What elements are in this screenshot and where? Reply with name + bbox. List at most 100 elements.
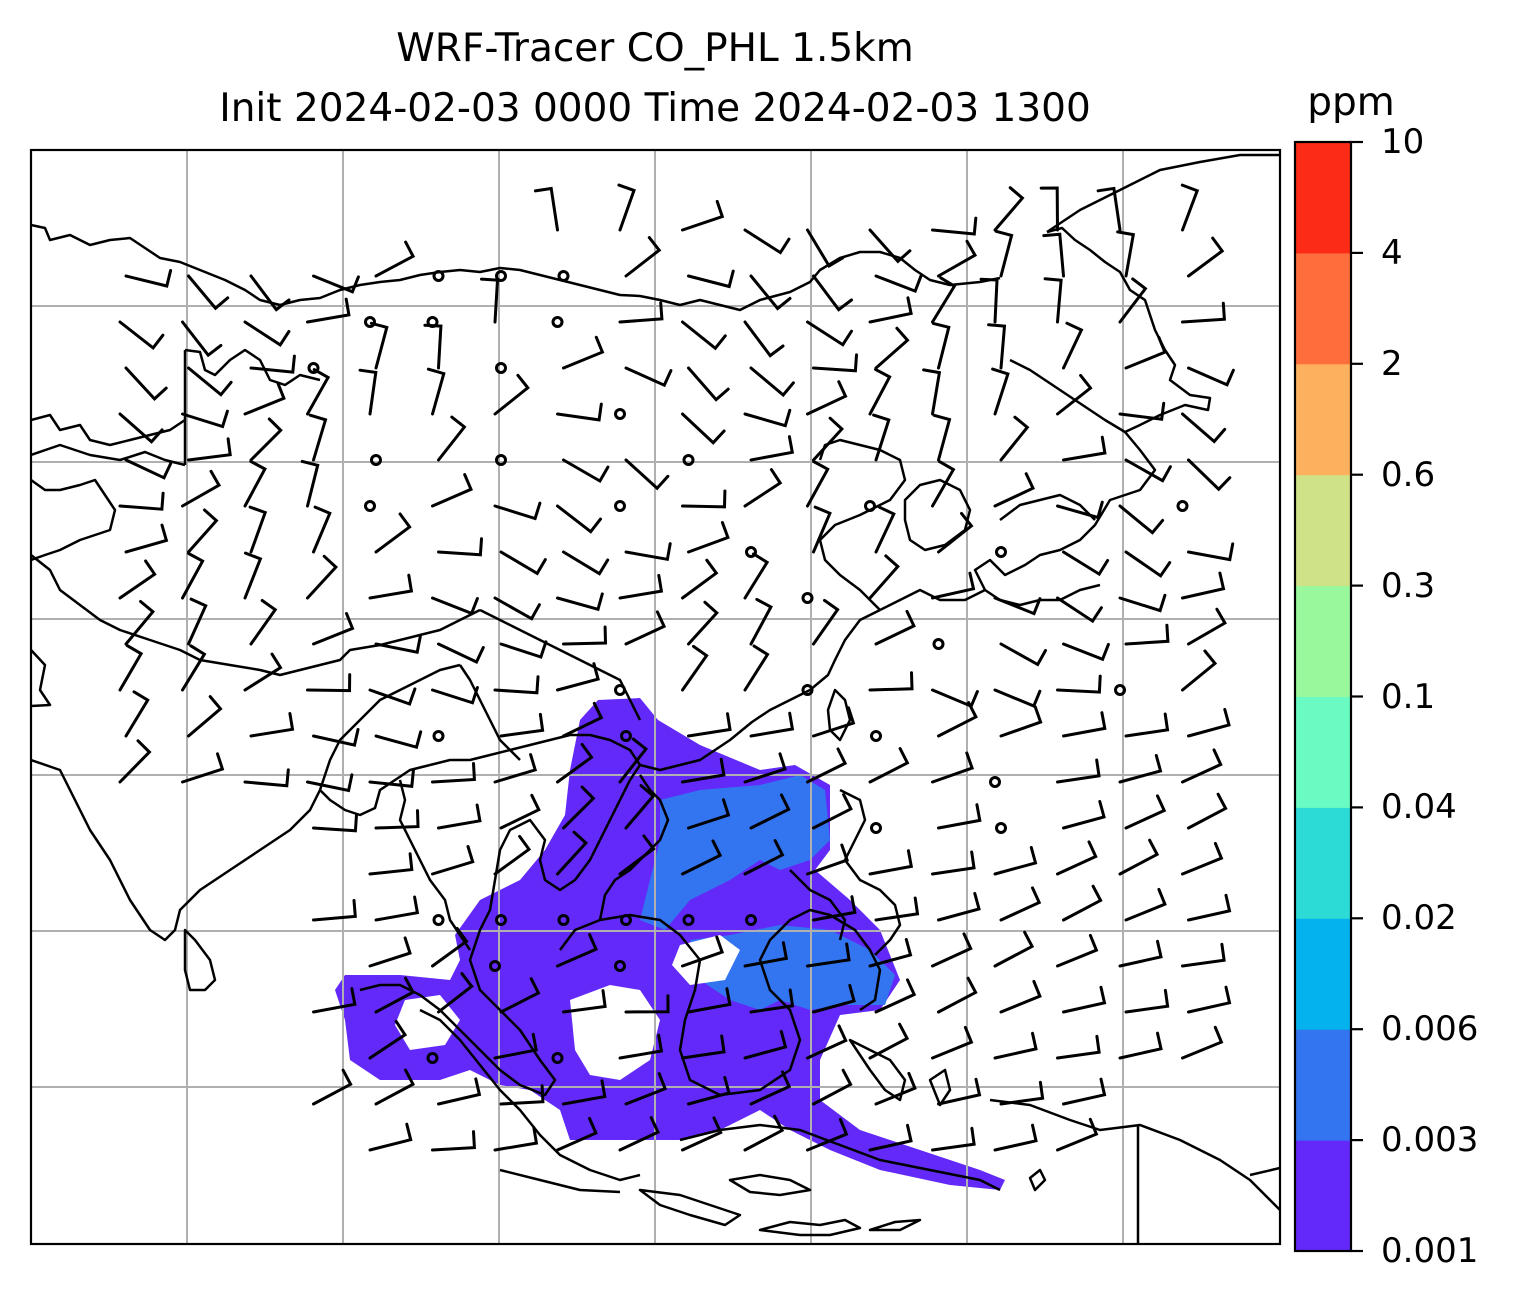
wind-barb — [312, 728, 360, 747]
wind-barb — [999, 886, 1042, 922]
wind-barb — [868, 1022, 910, 1060]
wind-barb — [243, 320, 291, 347]
wind-barb — [312, 505, 332, 554]
wind-barb — [431, 926, 469, 968]
wind-barb — [868, 554, 900, 600]
wind-barb — [993, 688, 1042, 708]
wind-barb — [1062, 642, 1110, 662]
wind-barb — [124, 690, 150, 738]
wind-barb — [437, 642, 485, 665]
wind-barb — [374, 240, 416, 278]
wind-barb — [1056, 758, 1101, 784]
wind-barb — [1124, 794, 1167, 830]
wind-barb — [618, 1116, 660, 1152]
wind-barb — [806, 320, 853, 347]
wind-barb — [1181, 571, 1226, 600]
wind-barb — [681, 412, 726, 445]
wind-barb — [368, 573, 414, 600]
wind-barb — [1056, 933, 1099, 968]
wind-barb — [931, 321, 951, 370]
wind-barb — [618, 737, 649, 784]
wind-barb — [1056, 373, 1093, 416]
wind-barb — [499, 550, 547, 576]
colorbar-segment — [1295, 474, 1351, 587]
wind-barb — [249, 417, 283, 462]
wind-barb — [868, 938, 913, 968]
wind-barb — [431, 762, 476, 784]
wind-barb — [243, 768, 290, 788]
wind-barb — [1124, 988, 1170, 1014]
wind-barb — [118, 491, 165, 511]
calm-wind-marker — [682, 914, 695, 926]
wind-barb — [249, 354, 296, 374]
wind-barb — [1118, 504, 1165, 535]
wind-barb — [931, 216, 978, 236]
wind-barb — [749, 274, 792, 311]
wind-barb — [493, 596, 541, 621]
wind-barb — [312, 612, 355, 646]
wind-barb — [1181, 412, 1227, 444]
calm-wind-marker — [426, 1052, 439, 1064]
wind-barb — [562, 1079, 607, 1106]
wind-barb — [931, 276, 957, 324]
wind-barb — [312, 899, 357, 922]
wind-barb — [624, 366, 673, 388]
calm-wind-marker — [801, 684, 814, 696]
wind-barb — [181, 469, 222, 508]
wind-barb — [249, 599, 278, 646]
wind-barb — [243, 459, 267, 508]
wind-barb — [931, 1126, 976, 1152]
wind-barb — [1056, 596, 1103, 624]
wind-barb — [749, 1070, 792, 1106]
colorbar-segment — [1295, 1029, 1351, 1141]
wind-barb — [1187, 542, 1235, 562]
wind-barb — [812, 895, 857, 922]
wind-barb — [308, 413, 328, 462]
wind-barb — [431, 845, 475, 876]
wind-barb — [556, 742, 594, 784]
wind-barb — [431, 686, 479, 705]
wind-barb — [872, 413, 891, 462]
wind-barb — [687, 798, 731, 830]
wind-barb — [374, 895, 420, 922]
wind-barb — [749, 793, 791, 830]
wind-barb — [426, 367, 446, 416]
wind-barb — [312, 987, 357, 1014]
wind-barb — [181, 409, 229, 429]
wind-barb — [499, 977, 541, 1014]
wind-barb — [868, 849, 914, 876]
wind-barb — [874, 505, 896, 554]
wind-barb — [431, 596, 479, 616]
wind-barb — [874, 896, 920, 922]
wind-barb — [999, 415, 1030, 462]
calm-wind-marker — [495, 362, 507, 374]
wind-barb — [431, 473, 473, 508]
wind-barb — [681, 757, 726, 784]
wind-barb — [1187, 708, 1231, 738]
colorbar-tick-label: 0.1 — [1381, 676, 1436, 717]
wind-barb — [1062, 1077, 1107, 1106]
wind-barb — [1042, 232, 1065, 278]
calm-wind-marker — [745, 914, 757, 926]
wind-barb — [1187, 893, 1232, 922]
wind-barb — [493, 1032, 538, 1060]
wind-barb — [562, 335, 605, 370]
wind-barb — [556, 402, 603, 422]
wind-barb — [243, 381, 286, 416]
wind-barb — [617, 183, 636, 232]
wind-barb — [1118, 754, 1163, 784]
calm-wind-marker — [495, 270, 507, 282]
wind-barb — [1181, 841, 1224, 876]
calm-wind-marker — [745, 546, 757, 558]
wind-barb — [743, 839, 785, 876]
wind-barb — [681, 1034, 726, 1060]
calm-wind-marker — [432, 914, 445, 926]
wind-barb — [1062, 711, 1107, 738]
map-frame — [29, 148, 1282, 1246]
colorbar-tick-label: 0.003 — [1381, 1120, 1479, 1161]
wind-barb — [1187, 607, 1227, 646]
calm-wind-marker — [307, 362, 320, 374]
wind-barb — [812, 598, 840, 646]
wind-barb — [1124, 623, 1170, 646]
